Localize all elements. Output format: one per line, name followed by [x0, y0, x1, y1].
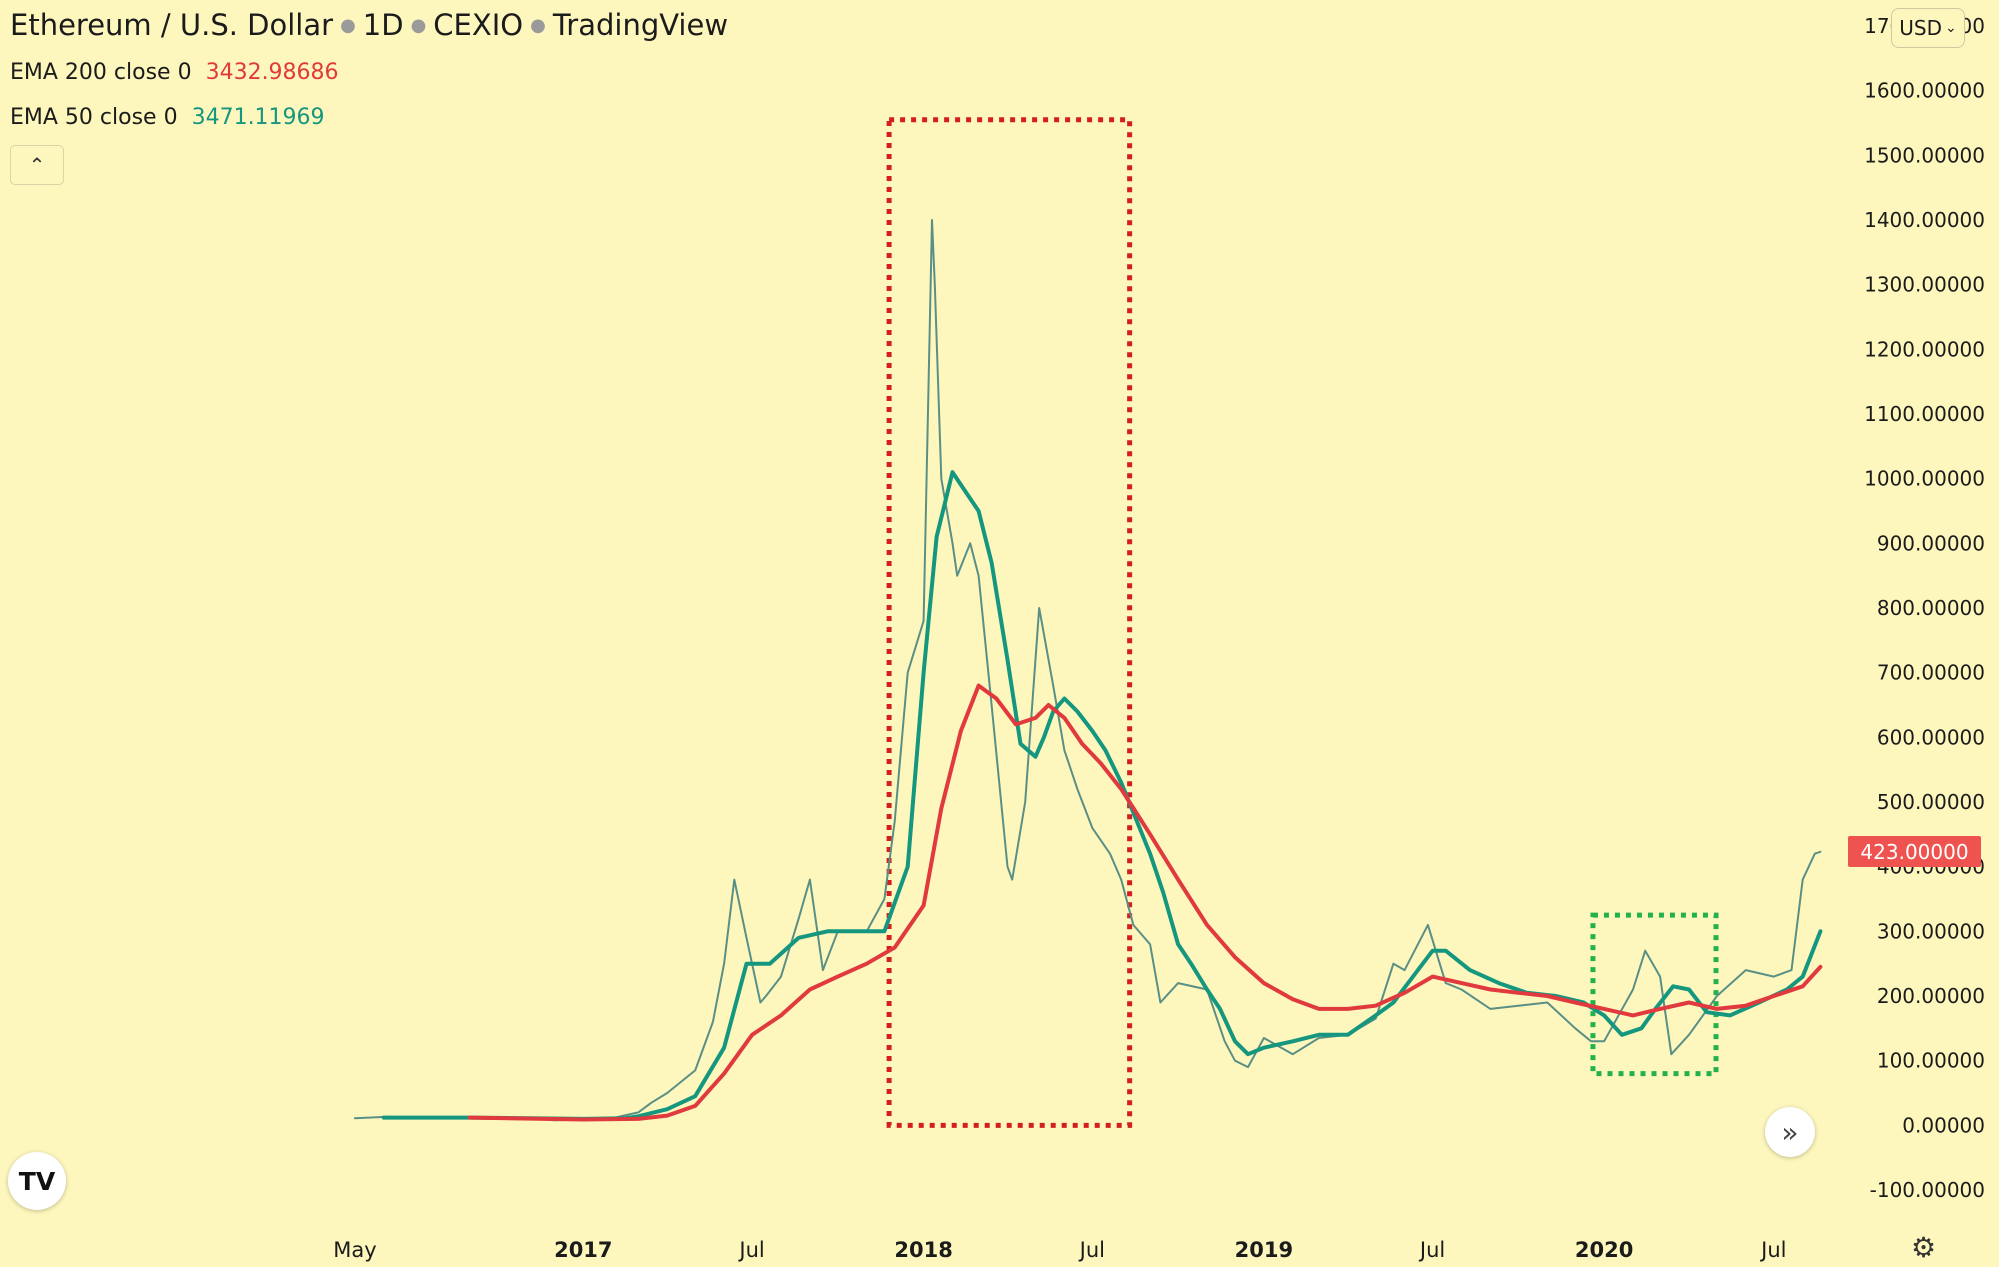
symbol-header[interactable]: Ethereum / U.S. Dollar ● 1D ● CEXIO ● TradingV… [10, 8, 728, 42]
y-tick-label: 1500.00000 [1864, 143, 1985, 167]
x-tick-label: May [333, 1238, 376, 1262]
x-axis[interactable]: May 2017 Jul 2018 Jul 2019 Jul 2020 Jul [333, 1238, 1786, 1262]
indicator-ema200[interactable]: EMA 200 close 0 3432.98686 [10, 60, 339, 85]
settings-gear-icon[interactable]: ⚙ [1911, 1231, 1937, 1264]
scroll-to-realtime-button[interactable]: » [1765, 1107, 1815, 1157]
indicator-label: EMA 50 close 0 [10, 105, 178, 130]
y-tick-label: 1200.00000 [1864, 337, 1985, 361]
y-tick-label: 100.00000 [1877, 1049, 1985, 1073]
x-tick-label: Jul [1759, 1238, 1786, 1262]
y-tick-label: 700.00000 [1877, 661, 1985, 685]
ema200-series-line [467, 683, 1823, 1122]
currency-select[interactable]: USD ⌄ [1891, 8, 1965, 48]
indicator-ema50[interactable]: EMA 50 close 0 3471.11969 [10, 105, 325, 130]
collapse-legend-button[interactable]: ⌃ [10, 145, 64, 185]
y-tick-label: 900.00000 [1877, 531, 1985, 555]
tradingview-logo-icon: TV [18, 1166, 56, 1196]
y-tick-label: -100.00000 [1870, 1178, 1985, 1202]
exchange-label: CEXIO [433, 8, 524, 42]
y-tick-label: 0.00000 [1902, 1113, 1985, 1137]
last-price-label: 423.00000 [1848, 836, 1981, 867]
chevron-up-icon: ⌃ [28, 153, 46, 177]
annotations-layer [886, 117, 1719, 1128]
y-tick-label: 1000.00000 [1864, 467, 1985, 491]
y-tick-label: 1600.00000 [1864, 79, 1985, 103]
y-tick-label: 1400.00000 [1864, 208, 1985, 232]
series-layer [353, 219, 1823, 1122]
indicator-value: 3432.98686 [205, 60, 339, 85]
y-tick-label: 800.00000 [1877, 596, 1985, 620]
tradingview-logo[interactable]: TV [8, 1152, 66, 1210]
source-label: TradingView [552, 8, 729, 42]
y-tick-label: 1100.00000 [1864, 402, 1985, 426]
header-separator: ● [410, 15, 427, 36]
ema50-series-line [381, 470, 1823, 1121]
x-tick-label: Jul [1078, 1238, 1105, 1262]
x-tick-label: 2019 [1235, 1238, 1293, 1262]
indicator-label: EMA 200 close 0 [10, 60, 192, 85]
x-tick-label: 2020 [1575, 1238, 1633, 1262]
x-tick-label: 2017 [554, 1238, 612, 1262]
symbol-title: Ethereum / U.S. Dollar [10, 8, 334, 42]
chevron-down-icon: ⌄ [1945, 20, 1957, 36]
highlight-box-2018-bubble [886, 117, 1133, 1128]
y-axis[interactable]: -100.00000 0.00000 100.00000 200.00000 300.0… [1864, 14, 1985, 1202]
header-separator: ● [340, 15, 356, 36]
y-tick-label: 1300.00000 [1864, 273, 1985, 297]
x-tick-label: Jul [1418, 1238, 1445, 1262]
y-tick-label: 200.00000 [1877, 984, 1985, 1008]
y-tick-label: 600.00000 [1877, 725, 1985, 749]
double-chevron-right-icon: » [1781, 1115, 1799, 1149]
y-tick-label: 500.00000 [1877, 790, 1985, 814]
price-series-line [353, 219, 1822, 1122]
x-tick-label: Jul [737, 1238, 764, 1262]
highlight-box-2020 [1590, 912, 1719, 1077]
indicator-value: 3471.11969 [191, 105, 325, 130]
currency-label: USD [1899, 16, 1942, 40]
interval-label: 1D [362, 8, 404, 42]
header-separator: ● [530, 15, 546, 36]
x-tick-label: 2018 [894, 1238, 952, 1262]
y-tick-label: 300.00000 [1877, 919, 1985, 943]
